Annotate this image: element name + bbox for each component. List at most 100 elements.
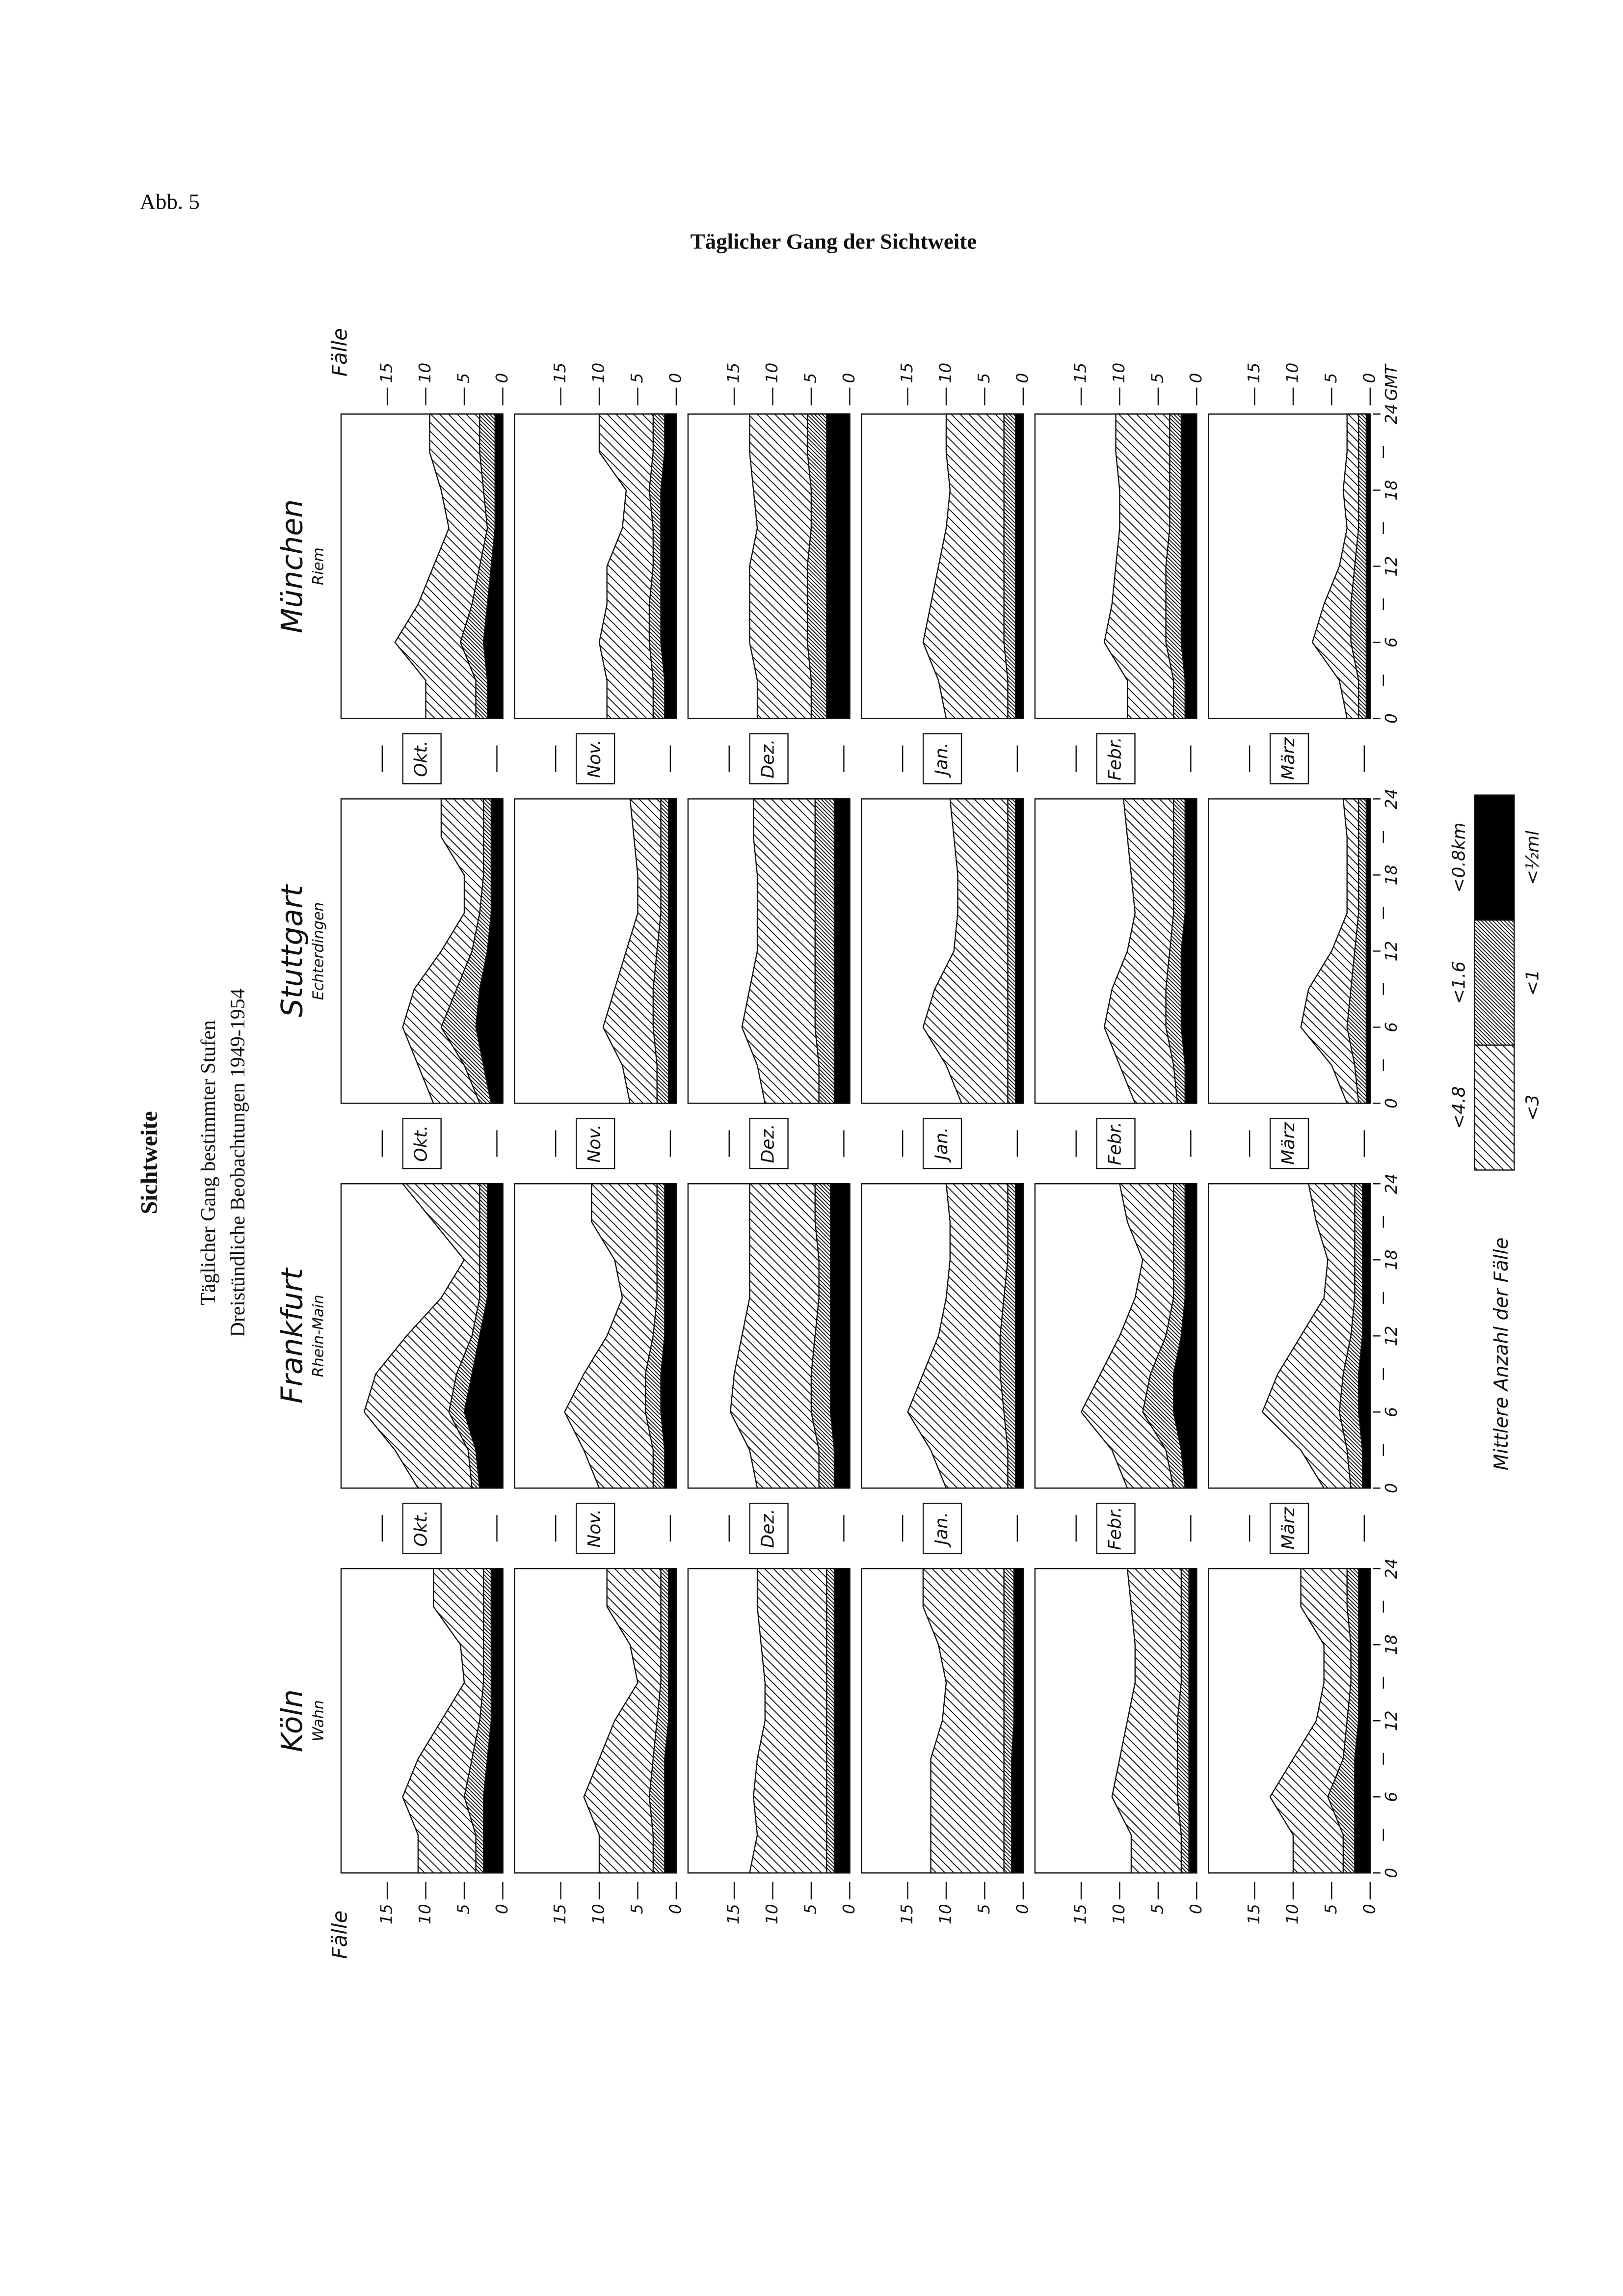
y-tick-label: 15 — [1244, 363, 1263, 383]
station-subname: Riem — [310, 547, 327, 585]
area-sparse — [922, 1568, 1024, 1874]
area-sparse — [922, 798, 1024, 1104]
area-solid — [475, 798, 504, 1104]
x-tick-label: 24 — [1382, 404, 1401, 424]
month-box — [402, 733, 442, 784]
x-tick-label: 12 — [1382, 1325, 1401, 1346]
station-name: Frankfurt — [275, 1267, 310, 1404]
month-label: Dez. — [758, 1509, 778, 1548]
y-tick-label: 0 — [1012, 373, 1032, 383]
y-tick-label: 10 — [1109, 363, 1128, 383]
area-solid — [829, 1183, 851, 1489]
x-tick-label: 0 — [1382, 713, 1401, 724]
legend-label-alt: <1 — [1522, 970, 1543, 996]
x-tick-label: 6 — [1382, 1792, 1401, 1802]
y-axis-label: Fälle — [327, 328, 351, 377]
area-solid — [1180, 413, 1197, 719]
y-tick-label: 0 — [839, 1904, 858, 1914]
x-axis-unit: GMT — [1382, 363, 1401, 401]
x-tick-label: 18 — [1382, 864, 1401, 885]
month-box — [1096, 1503, 1136, 1554]
month-label: Nov. — [585, 1124, 605, 1163]
y-tick-label: 10 — [935, 1904, 955, 1924]
y-tick-label: 0 — [1186, 373, 1205, 383]
area-dense — [1350, 413, 1371, 719]
month-label: Nov. — [585, 1509, 605, 1548]
legend-swatch — [1474, 794, 1515, 921]
month-box — [1096, 733, 1136, 784]
y-tick-label: 10 — [415, 1904, 434, 1924]
area-solid — [483, 413, 504, 719]
area-solid — [483, 1568, 504, 1874]
station-name: München — [275, 499, 310, 633]
y-tick-label: 0 — [492, 1904, 511, 1914]
y-tick-label: 10 — [762, 363, 781, 383]
area-solid — [463, 1183, 504, 1489]
side-title: Sichtweite — [136, 1111, 162, 1214]
month-box — [402, 1118, 442, 1169]
area-solid — [833, 798, 851, 1104]
area-solid — [833, 1568, 851, 1874]
area-solid — [1180, 798, 1197, 1104]
figure-label: Abb. 5 — [140, 189, 200, 214]
legend-label-alt: <½ml — [1522, 831, 1543, 885]
x-tick-label: 0 — [1382, 1483, 1401, 1493]
legend-label: <0.8km — [1449, 822, 1469, 892]
station-subname: Wahn — [310, 1700, 327, 1741]
y-tick-label: 10 — [589, 1904, 608, 1924]
area-solid — [1014, 798, 1024, 1104]
month-box — [749, 1503, 789, 1554]
x-tick-label: 6 — [1382, 1022, 1401, 1032]
station-subname: Echterdingen — [310, 902, 327, 1000]
month-label: Jan. — [931, 1512, 952, 1548]
area-solid — [1014, 413, 1024, 719]
y-tick-label: 15 — [550, 1904, 569, 1924]
x-tick-label: 18 — [1382, 1249, 1401, 1270]
y-tick-label: 5 — [974, 373, 993, 383]
y-tick-label: 15 — [1070, 1904, 1090, 1924]
area-solid — [1365, 798, 1371, 1104]
y-tick-label: 5 — [1321, 1904, 1340, 1914]
month-label: Okt. — [411, 1510, 431, 1547]
month-box — [576, 733, 615, 784]
y-tick-label: 15 — [377, 363, 396, 383]
area-solid — [1173, 1183, 1197, 1489]
y-tick-label: 0 — [1359, 1904, 1379, 1914]
month-box — [576, 1503, 615, 1554]
month-label: März — [1278, 1122, 1299, 1165]
y-tick-label: 15 — [897, 363, 916, 383]
y-tick-label: 10 — [415, 363, 434, 383]
y-tick-label: 5 — [974, 1904, 993, 1914]
month-label: Nov. — [585, 739, 605, 778]
month-box — [749, 1118, 789, 1169]
y-axis-label: Fälle — [327, 1911, 351, 1959]
area-solid — [1014, 1183, 1024, 1489]
x-tick-label: 12 — [1382, 1710, 1401, 1731]
legend-swatch — [1474, 1044, 1515, 1171]
month-label: Dez. — [758, 739, 778, 778]
station-name: Köln — [275, 1689, 310, 1752]
area-solid — [826, 413, 851, 719]
legend-label: <4.8 — [1449, 1086, 1469, 1129]
month-label: Okt. — [411, 1125, 431, 1162]
station-name: Stuttgart — [275, 884, 310, 1017]
y-tick-label: 10 — [589, 363, 608, 383]
area-sparse — [1111, 1568, 1197, 1874]
y-tick-label: 15 — [377, 1904, 396, 1924]
y-tick-label: 0 — [665, 373, 685, 383]
y-tick-label: 10 — [762, 1904, 781, 1924]
x-tick-label: 0 — [1382, 1098, 1401, 1108]
y-tick-label: 5 — [453, 373, 473, 383]
area-solid — [1011, 1568, 1024, 1874]
month-label: Dez. — [758, 1124, 778, 1163]
month-label: Febr. — [1105, 737, 1125, 780]
month-label: März — [1278, 737, 1299, 780]
y-tick-label: 5 — [1147, 1904, 1167, 1914]
y-tick-label: 10 — [935, 363, 955, 383]
y-tick-label: 5 — [627, 1904, 646, 1914]
y-tick-label: 0 — [665, 1904, 685, 1914]
x-tick-label: 6 — [1382, 637, 1401, 648]
station-subname: Rhein-Main — [310, 1295, 327, 1377]
